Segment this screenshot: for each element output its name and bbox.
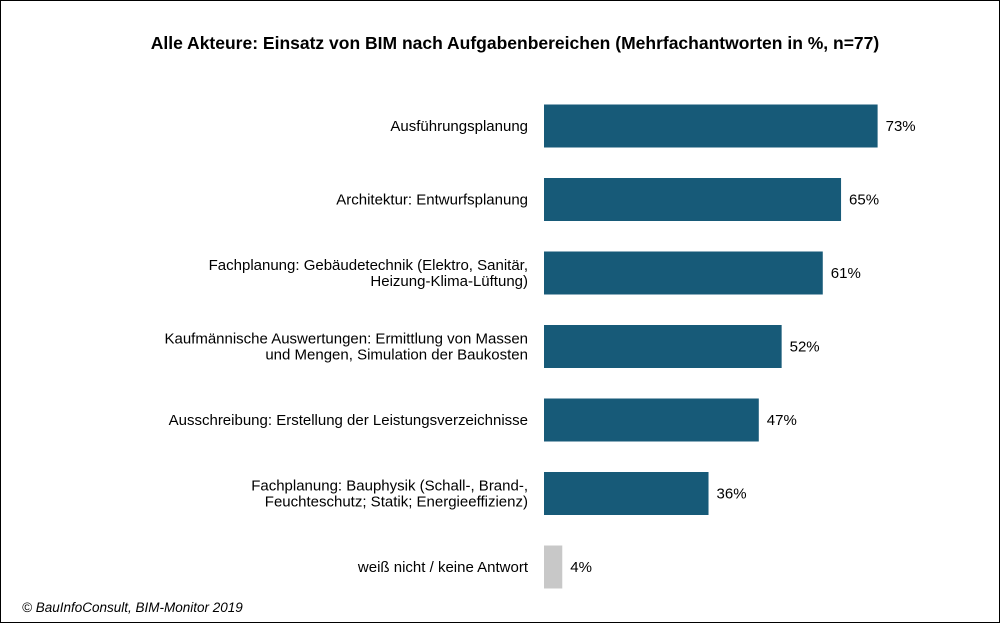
source-note: © BauInfoConsult, BIM-Monitor 2019 bbox=[22, 600, 243, 615]
value-label-7: 4% bbox=[570, 559, 592, 576]
category-label-4-line-2: und Mengen, Simulation der Baukosten bbox=[265, 347, 528, 364]
value-label-3: 61% bbox=[831, 265, 861, 282]
bar-3 bbox=[544, 251, 823, 295]
bar-2 bbox=[544, 178, 842, 221]
value-label-4: 52% bbox=[790, 339, 820, 356]
category-label-3-line-2: Heizung-Klima-Lüftung) bbox=[370, 273, 528, 290]
bar-7 bbox=[544, 545, 563, 589]
category-label-7: weiß nicht / keine Antwort bbox=[357, 559, 529, 576]
category-label-2: Architektur: Entwurfsplanung bbox=[336, 192, 528, 209]
category-label-1: Ausführungsplanung bbox=[390, 118, 528, 135]
category-label-6-line-1: Fachplanung: Bauphysik (Schall-, Brand-, bbox=[251, 478, 528, 495]
category-label-4-line-1: Kaufmännische Auswertungen: Ermittlung v… bbox=[164, 331, 528, 348]
category-label-3-line-1: Fachplanung: Gebäudetechnik (Elektro, Sa… bbox=[209, 257, 528, 274]
value-label-2: 65% bbox=[849, 192, 879, 209]
bar-5 bbox=[544, 398, 759, 442]
category-label-5: Ausschreibung: Erstellung der Leistungsv… bbox=[169, 412, 528, 429]
bar-6 bbox=[544, 472, 709, 515]
chart-title: Alle Akteure: Einsatz von BIM nach Aufga… bbox=[150, 33, 880, 53]
value-label-5: 47% bbox=[767, 412, 797, 429]
value-label-6: 36% bbox=[717, 486, 747, 503]
bar-1 bbox=[544, 104, 878, 148]
category-label-6-line-2: Feuchteschutz; Statik; Energieeffizienz) bbox=[265, 494, 528, 511]
value-label-1: 73% bbox=[886, 118, 916, 135]
bar-4 bbox=[544, 325, 782, 368]
